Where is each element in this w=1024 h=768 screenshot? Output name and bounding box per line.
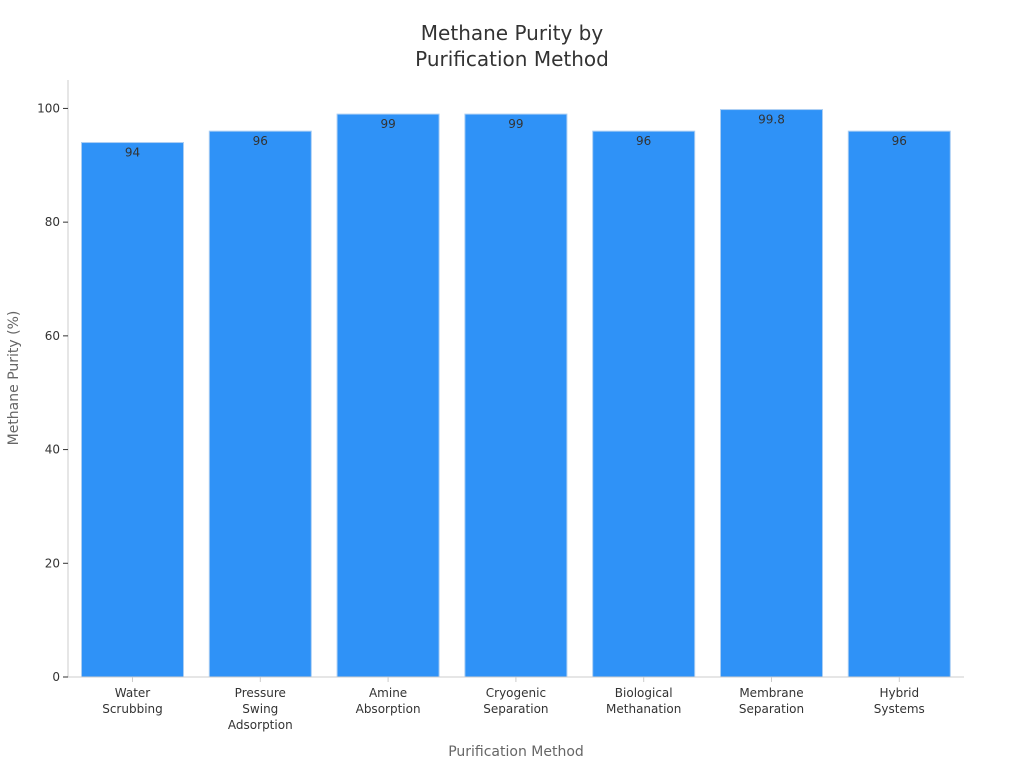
y-tick-label: 0: [52, 670, 60, 684]
x-axis-label: Purification Method: [448, 744, 584, 760]
x-tick-label-line: Systems: [874, 702, 925, 716]
bars-group: 94 96 99 99 96 99.8 96: [81, 109, 951, 678]
bar-value-label: 96: [892, 134, 907, 148]
x-tick-label: Membrane Separation: [739, 686, 804, 716]
x-tick-label: Biological Methanation: [606, 686, 681, 716]
bar-value-label: 99: [380, 117, 395, 131]
x-tick-label: Hybrid Systems: [874, 686, 925, 716]
y-tick-label: 60: [45, 329, 60, 343]
x-tick-label: Cryogenic Separation: [483, 686, 548, 716]
bar-value-label: 99: [508, 117, 523, 131]
x-tick-label-line: Separation: [483, 702, 548, 716]
axes-group: Water Scrubbing Pressure Swing Adsorption Ami…: [37, 80, 964, 732]
y-axis-label: Methane Purity (%): [6, 311, 22, 446]
y-tick-label: 100: [37, 101, 60, 115]
bar: [592, 130, 696, 678]
bar-value-label: 94: [125, 146, 140, 160]
bar-value-label: 96: [253, 134, 268, 148]
x-tick-label-line: Biological: [615, 686, 673, 700]
bar-value-label: 99.8: [758, 113, 785, 127]
bar: [847, 130, 951, 678]
x-tick-label: Pressure Swing Adsorption: [228, 686, 293, 732]
bar: [464, 113, 568, 678]
x-tick-label-line: Absorption: [356, 702, 421, 716]
x-tick-label-line: Swing: [242, 702, 278, 716]
y-tick-label: 20: [45, 556, 60, 570]
x-tick-label-line: Methanation: [606, 702, 681, 716]
x-tick-label-line: Water: [115, 686, 151, 700]
x-tick-label-line: Membrane: [739, 686, 803, 700]
chart-title-line-2: Purification Method: [415, 47, 609, 71]
x-tick-label-line: Adsorption: [228, 718, 293, 732]
bar: [208, 130, 312, 678]
bar: [81, 142, 184, 678]
y-tick-label: 80: [45, 215, 60, 229]
x-tick-label-line: Hybrid: [879, 686, 919, 700]
x-tick-label-line: Scrubbing: [102, 702, 163, 716]
x-tick-label-line: Cryogenic: [486, 686, 546, 700]
bar: [336, 113, 440, 678]
x-tick-label: Water Scrubbing: [102, 686, 163, 716]
x-tick-label: Amine Absorption: [356, 686, 421, 716]
y-tick-label: 40: [45, 443, 60, 457]
x-tick-label-line: Amine: [369, 686, 407, 700]
bar: [720, 109, 823, 678]
bar-value-label: 96: [636, 134, 651, 148]
x-tick-label-line: Separation: [739, 702, 804, 716]
chart-title-line-1: Methane Purity by: [421, 21, 604, 45]
x-tick-label-line: Pressure: [235, 686, 286, 700]
